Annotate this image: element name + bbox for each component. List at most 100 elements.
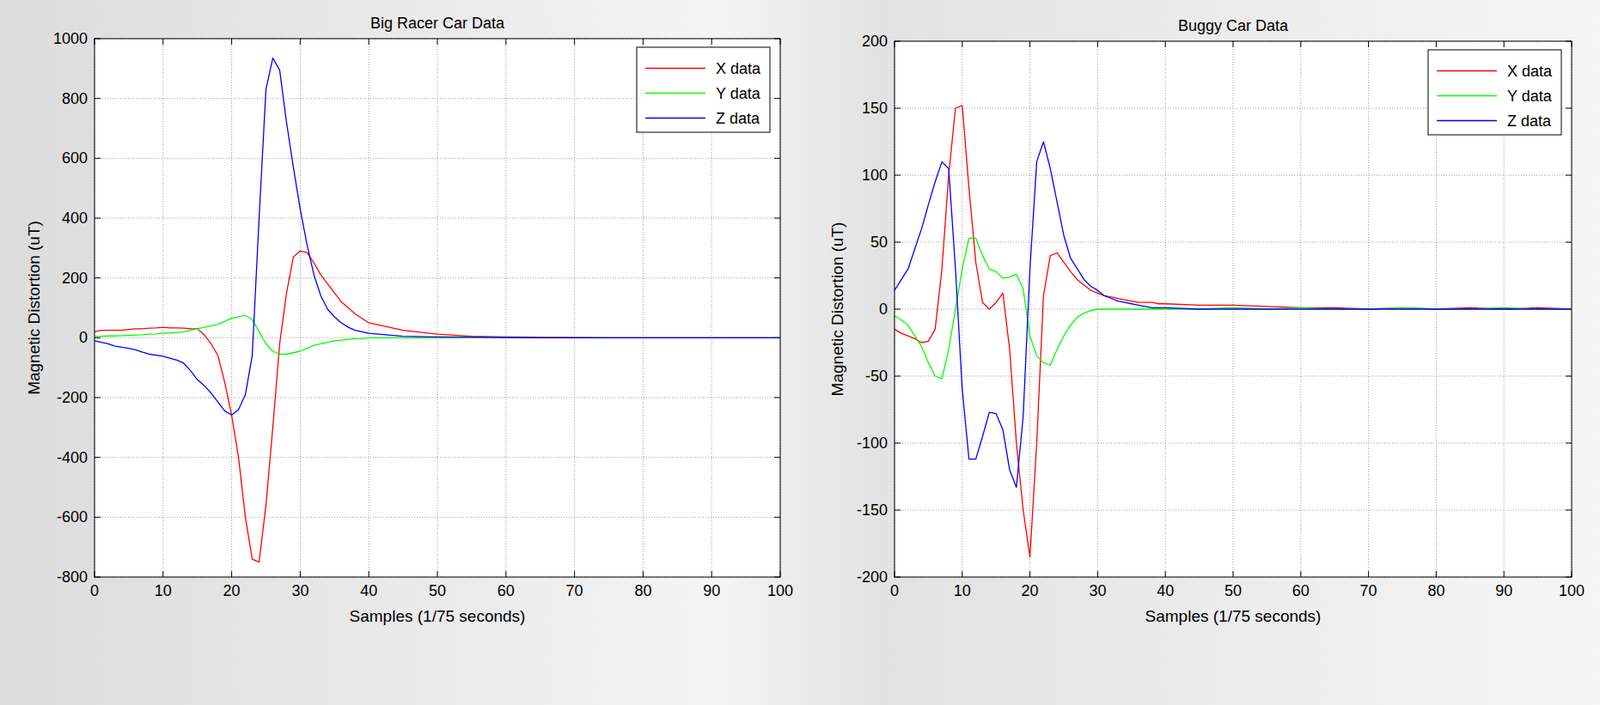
tick-mark	[961, 41, 963, 48]
tick-mark	[299, 38, 301, 45]
grid-line	[894, 242, 1572, 244]
grid-line	[94, 397, 781, 399]
tick-mark	[437, 38, 439, 45]
x-tick-label: 40	[360, 582, 378, 600]
grid-line	[894, 376, 1572, 378]
tick-mark	[894, 510, 901, 512]
tick-mark	[162, 571, 164, 578]
x-tick-label: 70	[1360, 582, 1378, 600]
tick-mark	[94, 517, 101, 519]
grid-line	[437, 38, 439, 578]
y-tick-label: 0	[79, 329, 88, 347]
tick-mark	[574, 571, 575, 578]
grid-line	[162, 38, 164, 578]
legend-label: X data	[1507, 62, 1553, 80]
tick-mark	[894, 175, 901, 177]
legend-box	[1428, 49, 1562, 135]
x-tick-label: 0	[90, 582, 99, 600]
tick-mark	[231, 38, 233, 45]
y-tick-label: 100	[861, 166, 888, 184]
tick-mark	[94, 337, 101, 339]
tick-mark	[894, 376, 901, 378]
tick-mark	[1165, 41, 1167, 48]
tick-mark	[774, 277, 781, 279]
data-line	[894, 105, 1572, 558]
x-tick-label: 30	[291, 582, 309, 600]
grid-line	[505, 38, 507, 578]
grid-line	[231, 38, 233, 578]
figure: 0102030405060708090100-800-600-400-20002…	[0, 0, 1600, 705]
grid-line	[94, 277, 781, 279]
tick-mark	[711, 571, 713, 578]
tick-mark	[437, 571, 439, 578]
x-tick-label: 90	[1495, 582, 1513, 600]
tick-mark	[1029, 571, 1031, 578]
tick-mark	[1435, 571, 1437, 578]
tick-mark	[94, 277, 101, 279]
tick-mark	[1503, 41, 1505, 48]
tick-mark	[894, 309, 901, 311]
axes-frame	[94, 38, 781, 578]
legend-label: Z data	[1507, 112, 1552, 130]
tick-mark	[1233, 571, 1234, 578]
panel: 0102030405060708090100-800-600-400-20002…	[24, 14, 794, 626]
axes-frame	[894, 41, 1572, 578]
tick-mark	[505, 571, 507, 578]
x-tick-label: 50	[1224, 582, 1242, 600]
legend-swatch	[1436, 120, 1497, 122]
legend-swatch	[645, 117, 706, 119]
x-tick-label: 50	[428, 582, 446, 600]
grid-line	[894, 443, 1572, 445]
tick-mark	[642, 571, 644, 578]
tick-mark	[1233, 41, 1234, 48]
legend-swatch	[645, 92, 706, 94]
y-tick-label: -400	[56, 449, 88, 467]
tick-mark	[774, 158, 781, 159]
tick-mark	[1097, 41, 1099, 48]
tick-mark	[94, 218, 101, 220]
tick-mark	[774, 218, 781, 220]
data-line	[94, 315, 781, 355]
x-tick-label: 100	[767, 582, 794, 600]
y-axis-title: Magnetic Distortion (uT)	[828, 222, 847, 397]
legend: X dataY dataZ data	[636, 47, 770, 133]
tick-mark	[368, 571, 370, 578]
tick-mark	[574, 38, 575, 45]
x-tick-label: 20	[1021, 582, 1039, 600]
tick-mark	[1367, 41, 1369, 48]
x-tick-label: 90	[702, 582, 721, 600]
tick-mark	[1503, 571, 1505, 578]
tick-mark	[774, 97, 781, 99]
data-line	[894, 141, 1572, 488]
tick-mark	[1367, 571, 1369, 578]
tick-mark	[1300, 571, 1301, 578]
tick-mark	[1435, 41, 1437, 48]
tick-mark	[299, 571, 301, 578]
tick-mark	[94, 97, 101, 99]
x-tick-label: 40	[1156, 582, 1174, 600]
grid-line	[894, 175, 1572, 177]
y-tick-label: 800	[61, 90, 88, 108]
y-tick-label: 200	[61, 269, 88, 288]
x-tick-label: 70	[566, 582, 584, 600]
tick-mark	[94, 158, 101, 159]
y-tick-label: 1000	[53, 30, 88, 48]
tick-mark	[1565, 175, 1572, 177]
legend-label: Y data	[1507, 87, 1553, 105]
x-tick-label: 80	[634, 582, 652, 600]
legend-swatch	[645, 67, 706, 69]
x-tick-label: 10	[953, 582, 971, 600]
x-tick-label: 60	[497, 582, 515, 600]
x-tick-label: 100	[1558, 582, 1585, 600]
y-tick-label: -50	[865, 367, 888, 385]
y-tick-label: -200	[856, 568, 888, 587]
grid-line	[94, 218, 781, 220]
y-tick-label: 0	[879, 300, 888, 318]
y-tick-label: -800	[56, 568, 88, 587]
tick-mark	[505, 38, 507, 45]
tick-mark	[1029, 41, 1031, 48]
grid-line	[94, 517, 781, 519]
tick-mark	[1097, 571, 1099, 578]
grid-line	[368, 38, 370, 578]
y-tick-label: 600	[61, 149, 88, 167]
